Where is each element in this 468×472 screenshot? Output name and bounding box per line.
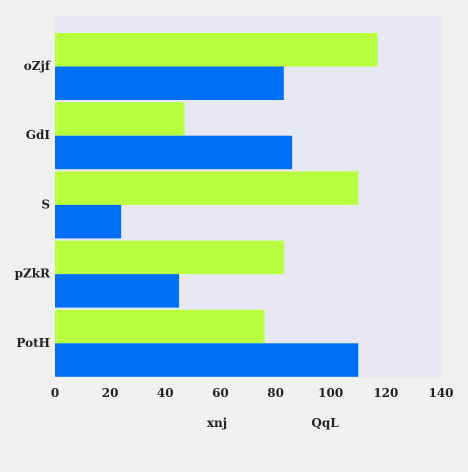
- bar-qql-gdi: [55, 102, 185, 136]
- category-label-pzkr: pZkR: [15, 267, 51, 281]
- bar-qql-ozjf: [55, 33, 378, 67]
- x-tick-label-100: 100: [318, 386, 343, 400]
- category-label-ozjf: oZjf: [24, 59, 51, 73]
- legend-label-qql: QqL: [311, 416, 339, 430]
- bar-xnj-s: [55, 204, 122, 239]
- x-tick-label-20: 20: [102, 386, 119, 400]
- x-tick-label-120: 120: [373, 386, 398, 400]
- x-tick-labels: 0 20 40 60 80 100 120 140: [51, 386, 454, 400]
- bar-qql-s: [55, 171, 359, 205]
- bar-xnj-poth: [55, 343, 359, 377]
- x-tick-label-80: 80: [267, 386, 284, 400]
- bar-xnj-ozjf: [55, 66, 284, 100]
- legend-label-xnj: xnj: [207, 416, 227, 430]
- category-label-gdi: GdI: [26, 128, 51, 142]
- bar-xnj-pzkr: [55, 274, 180, 308]
- category-label-poth: PotH: [16, 336, 50, 350]
- bar-qql-pzkr: [55, 240, 284, 275]
- x-tick-label-60: 60: [212, 386, 229, 400]
- category-label-s: S: [41, 197, 50, 211]
- legend: xnj QqL: [207, 416, 339, 430]
- x-tick-label-40: 40: [157, 386, 174, 400]
- x-tick-label-0: 0: [51, 386, 59, 400]
- bar-xnj-gdi: [55, 135, 293, 170]
- bar-qql-poth: [55, 309, 265, 344]
- bars-group: [55, 33, 378, 377]
- x-tick-label-140: 140: [428, 386, 453, 400]
